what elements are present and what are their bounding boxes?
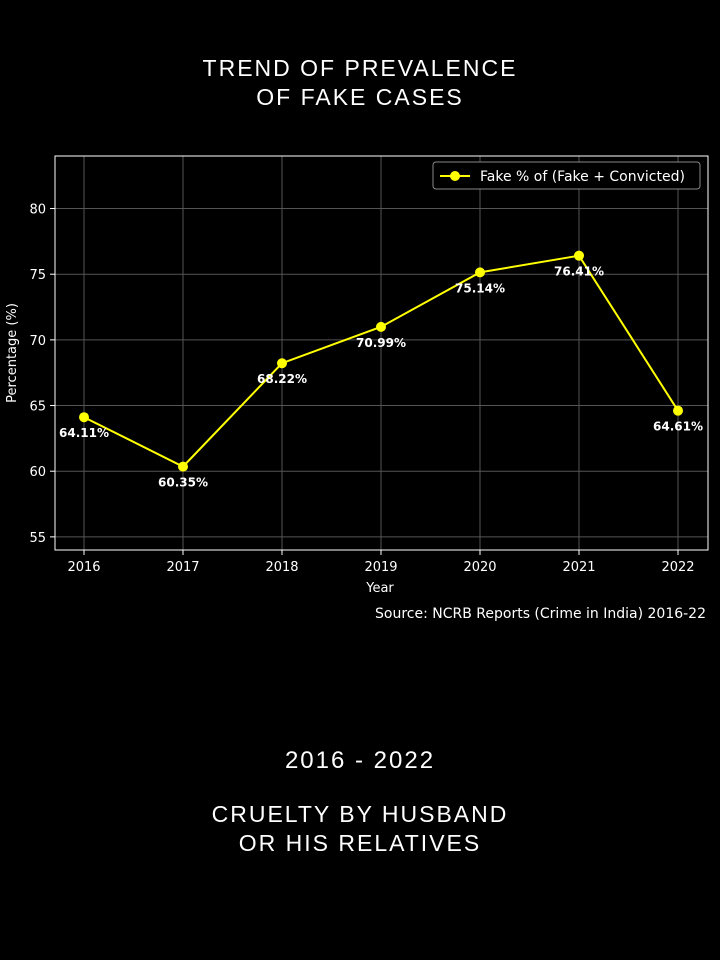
y-tick-label: 60: [29, 465, 46, 480]
page-title-line: OF FAKE CASES: [256, 84, 464, 110]
data-label: 75.14%: [455, 281, 505, 295]
year-range: 2016 - 2022: [0, 746, 720, 776]
legend: Fake % of (Fake + Convicted): [432, 161, 701, 190]
grid: [55, 156, 708, 550]
legend-marker: [450, 171, 460, 181]
subject-line: OR HIS RELATIVES: [238, 830, 482, 856]
data-point: [376, 321, 386, 332]
data-point: [178, 461, 188, 472]
data-point: [673, 405, 683, 416]
data-point: [277, 358, 287, 369]
series: [79, 250, 683, 472]
subject-caption: CRUELTY BY HUSBAND OR HIS RELATIVES: [0, 800, 720, 858]
y-tick-label: 55: [29, 531, 46, 546]
x-tick-label: 2021: [562, 560, 595, 575]
y-axis-title: Percentage (%): [5, 303, 20, 403]
data-labels: 64.11% 60.35% 68.22% 70.99% 75.14% 76.41% 64.6…: [59, 265, 703, 490]
data-label: 70.99%: [356, 336, 406, 350]
data-label: 64.11%: [59, 426, 109, 440]
year-range-text: 2016 - 2022: [284, 747, 436, 774]
data-label: 68.22%: [257, 372, 307, 386]
data-label: 76.41%: [554, 265, 604, 279]
x-tick-label: 2020: [463, 560, 496, 575]
data-point: [79, 412, 89, 423]
x-tick-label: 2022: [661, 560, 694, 575]
x-tick-label: 2019: [364, 560, 397, 575]
data-point: [475, 267, 485, 278]
legend-box: [432, 161, 701, 190]
axes: 2016 2017 2018 2019 2020 2021 2022 55 60 65 70 75 80: [29, 203, 694, 575]
x-tick-label: 2016: [67, 560, 100, 575]
legend-label: Fake % of (Fake + Convicted): [480, 169, 685, 185]
y-tick-label: 75: [29, 268, 46, 283]
page-title-line: TREND OF PREVALENCE: [202, 55, 518, 81]
data-label: 64.61%: [653, 420, 703, 434]
y-tick-label: 80: [29, 203, 46, 218]
x-tick-label: 2018: [265, 560, 298, 575]
source-note: Source: NCRB Reports (Crime in India) 20…: [375, 606, 706, 622]
data-label: 60.35%: [158, 476, 208, 490]
y-tick-label: 65: [29, 400, 46, 415]
x-tick-label: 2017: [166, 560, 199, 575]
y-tick-label: 70: [29, 334, 46, 349]
subject-line: CRUELTY BY HUSBAND: [211, 801, 509, 827]
data-point: [574, 250, 584, 261]
x-axis-title: Year: [365, 581, 394, 596]
page-title: TREND OF PREVALENCE OF FAKE CASES: [0, 54, 720, 112]
